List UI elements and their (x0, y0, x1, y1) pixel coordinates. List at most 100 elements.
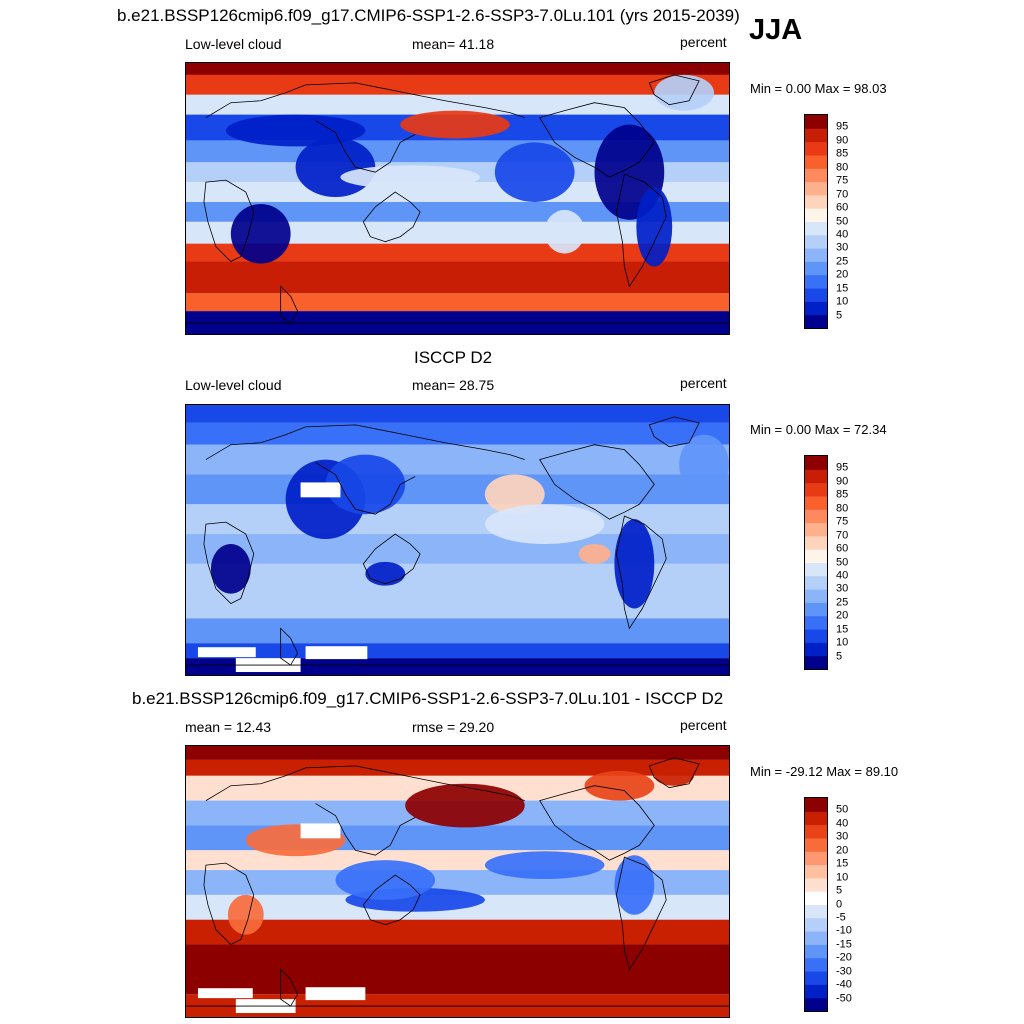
colorbar-tick-label: 50 (836, 803, 849, 816)
colorbar-tick-label: -15 (836, 938, 852, 951)
colorbar-tick-label: 90 (836, 134, 849, 147)
colorbar-swatch (805, 798, 827, 812)
field-blob (295, 137, 376, 198)
colorbar-tick-label: 60 (836, 201, 849, 214)
panel-2-variable-label: Low-level cloud (185, 377, 282, 393)
colorbar-swatch (805, 971, 827, 985)
colorbar-tick-label: 60 (836, 542, 849, 555)
coastline (648, 416, 700, 448)
field-blob (544, 209, 585, 254)
colorbar-tick-label: 40 (836, 817, 849, 830)
field-band (186, 422, 729, 445)
colorbar-tick-label: 50 (836, 556, 849, 568)
colorbar-swatch (805, 495, 827, 510)
field-band (186, 919, 729, 945)
field-band (186, 746, 729, 760)
colorbar-tick-label: 30 (836, 830, 849, 843)
field-blob (405, 783, 525, 828)
field-band (186, 311, 729, 334)
coastline (280, 285, 299, 324)
field-blob (400, 110, 510, 139)
coastline (203, 862, 255, 946)
colorbar-swatch (805, 589, 827, 603)
colorbar-swatch (805, 141, 827, 156)
colorbar-swatch (805, 944, 827, 959)
colorbar-tick-label: 15 (836, 282, 849, 295)
panel-3-min-max: Min = -29.12 Max = 89.10 (750, 764, 899, 779)
missing-data-patch (305, 646, 368, 660)
colorbar-swatch (805, 194, 827, 209)
field-band (186, 759, 729, 776)
colorbar-swatch (805, 128, 827, 143)
field-band (186, 474, 729, 505)
coastline (362, 874, 421, 926)
field-blob (578, 543, 611, 564)
field-band (186, 643, 729, 659)
panel-1-variable-label: Low-level cloud (185, 36, 282, 52)
colorbar-swatch (805, 851, 827, 866)
colorbar-tick-label: -10 (836, 924, 852, 937)
panel-3-coastlines (186, 757, 729, 1007)
field-blob (679, 434, 729, 495)
colorbar-tick-label: 15 (836, 623, 849, 636)
colorbar-tick-label: 5 (836, 650, 843, 663)
colorbar-tick-label: 70 (836, 188, 849, 201)
colorbar-swatch (805, 248, 827, 262)
colorbar-tick-label: 95 (836, 461, 849, 474)
panel-3-colorbar-labels: 50 40 30 20 15 10 5 0 -5 -10 -15 -20 -30 -40 -50 (836, 797, 876, 1012)
colorbar-tick-label: 10 (836, 871, 849, 884)
coastline (280, 627, 299, 666)
colorbar-swatch (805, 535, 827, 550)
colorbar-tick-label: 85 (836, 147, 849, 160)
colorbar-tick-label: 85 (836, 488, 849, 501)
coastline (205, 765, 525, 801)
colorbar-swatch (805, 837, 827, 852)
coastline (362, 191, 421, 243)
panel-1-mean-label: mean= 41.18 (412, 36, 495, 52)
panel-3-title: b.e21.BSSP126cmip6.f09_g17.CMIP6-SSP1-2.… (132, 689, 724, 708)
panel-2-units-label: percent (680, 375, 727, 391)
colorbar-tick-label: 80 (836, 502, 849, 515)
colorbar-swatch (805, 655, 827, 669)
colorbar-swatch (805, 904, 827, 919)
coastline (648, 757, 700, 789)
colorbar-swatch (805, 234, 827, 249)
coastline (315, 120, 416, 173)
panel-2-colorbar (804, 455, 828, 670)
missing-data-patch (300, 482, 341, 498)
field-blob (335, 860, 436, 900)
field-band (186, 74, 729, 95)
colorbar-swatch (805, 864, 827, 879)
colorbar-tick-label: 25 (836, 596, 849, 609)
colorbar-tick-label: 50 (836, 215, 849, 227)
colorbar-swatch (805, 456, 827, 470)
colorbar-swatch (805, 931, 827, 945)
field-band (186, 444, 729, 475)
colorbar-swatch (805, 522, 827, 537)
coastline (203, 179, 255, 263)
field-blob (614, 519, 655, 609)
colorbar-swatch (805, 261, 827, 276)
colorbar-swatch (805, 221, 827, 236)
colorbar-swatch (805, 917, 827, 932)
field-blob (227, 894, 264, 935)
colorbar-swatch (805, 168, 827, 183)
panel-2-map-svg (186, 405, 729, 675)
colorbar-tick-label: 10 (836, 636, 849, 649)
colorbar-swatch (805, 984, 827, 999)
missing-data-patch (197, 647, 256, 658)
colorbar-tick-label: 30 (836, 582, 849, 595)
field-blob (484, 504, 605, 544)
field-blob (484, 851, 605, 880)
panel-3-map (185, 745, 730, 1018)
colorbar-tick-label: 70 (836, 529, 849, 542)
coastline (205, 82, 525, 118)
missing-data-patch (197, 988, 253, 999)
colorbar-swatch (805, 997, 827, 1011)
missing-data-patch (305, 987, 366, 1001)
colorbar-tick-label: 30 (836, 241, 849, 254)
field-band (186, 658, 729, 675)
field-blob (654, 74, 715, 111)
field-blob (340, 165, 480, 190)
panel-1-title: b.e21.BSSP126cmip6.f09_g17.CMIP6-SSP1-2.… (117, 6, 740, 25)
